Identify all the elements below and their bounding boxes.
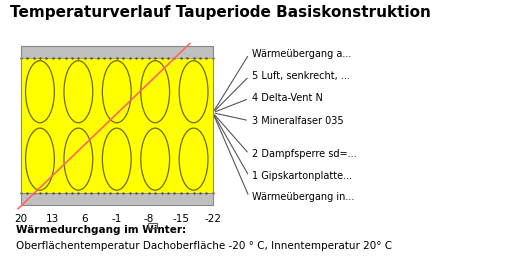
Text: -1: -1 [112,214,122,224]
Ellipse shape [25,128,54,190]
Ellipse shape [64,61,93,123]
Text: -15: -15 [172,214,189,224]
Bar [21,58,213,193]
Text: -8: -8 [144,214,154,224]
Text: 1 Gipskartonplatte...: 1 Gipskartonplatte... [252,171,352,181]
Text: Wärmeübergang in...: Wärmeübergang in... [252,192,354,202]
Ellipse shape [141,61,170,123]
Ellipse shape [179,61,208,123]
Ellipse shape [64,128,93,190]
Text: -22: -22 [204,214,221,224]
Text: 20: 20 [14,214,28,224]
Text: Wärmedurchgang im Winter:: Wärmedurchgang im Winter: [16,225,186,235]
Text: Oberflächentemperatur Dachoberfläche -20 ° C, Innentemperatur 20° C: Oberflächentemperatur Dachoberfläche -20… [16,241,392,251]
Text: 2 Dampfsperre sd=...: 2 Dampfsperre sd=... [252,149,357,159]
Bar [21,193,213,205]
Ellipse shape [25,61,54,123]
Ellipse shape [141,128,170,190]
Bar [21,58,213,193]
Text: Temperaturverlauf Tauperiode Basiskonstruktion: Temperaturverlauf Tauperiode Basiskonstr… [10,5,431,20]
Text: 5 Luft, senkrecht, ...: 5 Luft, senkrecht, ... [252,71,350,81]
Ellipse shape [102,61,131,123]
Text: 13: 13 [46,214,59,224]
Text: 6: 6 [81,214,88,224]
Text: 4 Delta-Vent N: 4 Delta-Vent N [252,93,323,103]
Bar [148,223,157,228]
Text: 3 Mineralfaser 035: 3 Mineralfaser 035 [252,116,344,126]
Ellipse shape [102,128,131,190]
Ellipse shape [179,128,208,190]
Bar [21,46,213,58]
Bar [21,46,213,205]
Text: Wärmeübergang a...: Wärmeübergang a... [252,49,351,59]
